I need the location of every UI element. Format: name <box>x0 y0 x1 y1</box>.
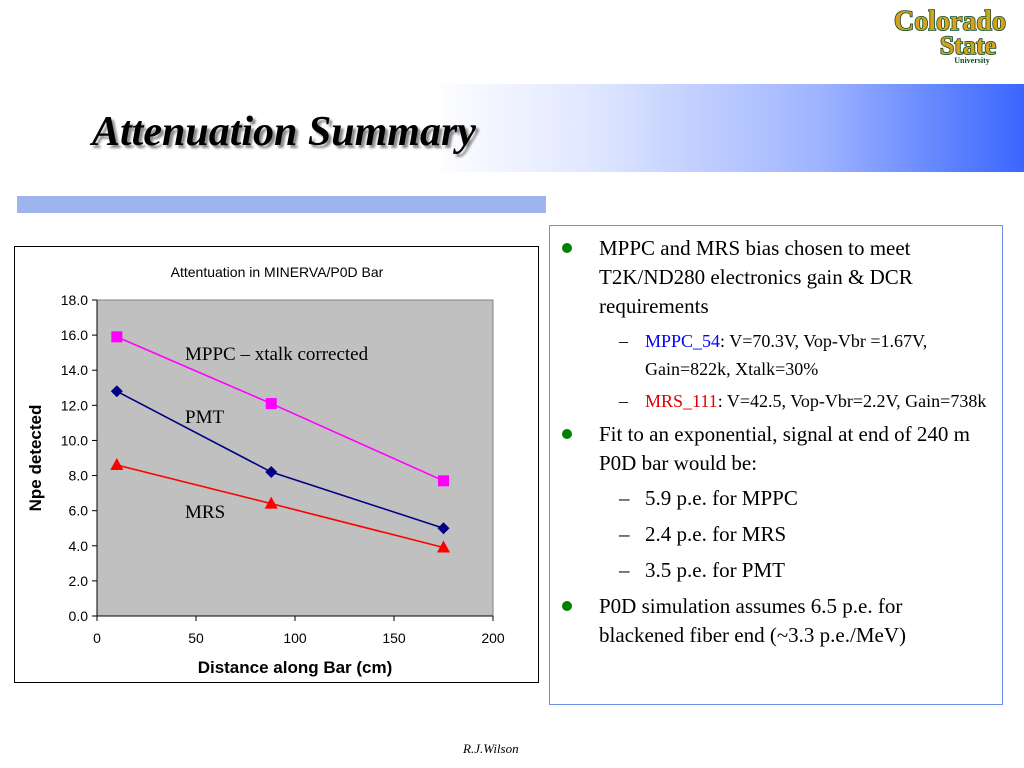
logo-line-state: State <box>940 31 996 60</box>
y-tick-label: 10.0 <box>61 432 88 448</box>
chart-panel: Attentuation in MINERVA/P0D Bar 0.0 2.0 4.0… <box>14 246 539 683</box>
bullet-item: Fit to an exponential, signal at end of … <box>550 420 990 585</box>
x-tick-label: 200 <box>481 630 505 646</box>
x-tick-label: 150 <box>382 630 406 646</box>
y-tick-label: 14.0 <box>61 362 88 378</box>
bullet-item: P0D simulation assumes 6.5 p.e. for blac… <box>550 592 990 650</box>
data-point-diamond <box>265 466 278 479</box>
y-tick-label: 12.0 <box>61 397 88 413</box>
data-point-diamond <box>110 385 123 398</box>
slide-footer: R.J.Wilson <box>463 741 519 756</box>
y-axis-title: Npe detected <box>26 405 45 512</box>
y-tick-label: 6.0 <box>69 503 89 519</box>
data-point-triangle <box>437 540 450 553</box>
data-point-triangle <box>264 496 278 509</box>
bullet-dot-icon <box>562 243 572 253</box>
sub-bullet-item: –3.5 p.e. for PMT <box>599 556 990 585</box>
y-tick-label: 4.0 <box>69 538 89 554</box>
sub-bullet-text: 2.4 p.e. for MRS <box>645 522 787 546</box>
sub-bullet-text: 5.9 p.e. for MPPC <box>645 486 798 510</box>
series-label: MRS <box>185 502 225 523</box>
series-label: MPPC – xtalk corrected <box>185 344 369 365</box>
sub-bullet-text: : V=70.3V, Vop-Vbr =1.67V, Gain=822k, Xt… <box>645 331 928 379</box>
slide-title: Attenuation Summary <box>92 109 476 155</box>
plot-area <box>96 299 494 617</box>
x-tick-label: 100 <box>283 630 307 646</box>
dash-marker: – <box>619 558 630 582</box>
dash-marker: – <box>619 391 628 411</box>
bullet-dot-icon <box>562 601 572 611</box>
device-tag: MPPC_54 <box>645 331 721 351</box>
sub-bullet-item: –5.9 p.e. for MPPC <box>599 484 990 513</box>
x-tick-label: 50 <box>188 630 204 646</box>
y-tick-label: 0.0 <box>69 608 89 624</box>
sub-bullet-list: –5.9 p.e. for MPPC –2.4 p.e. for MRS –3.5 … <box>599 484 990 585</box>
attenuation-chart: Attentuation in MINERVA/P0D Bar 0.0 2.0 4.0… <box>26 264 505 677</box>
bullet-item: MPPC and MRS bias chosen to meet T2K/ND2… <box>550 234 990 415</box>
sub-bullet-item: –2.4 p.e. for MRS <box>599 520 990 549</box>
bullet-text: MPPC and MRS bias chosen to meet T2K/ND2… <box>599 236 913 318</box>
x-tick-label: 0 <box>93 630 101 646</box>
dash-marker: – <box>619 331 628 351</box>
dash-marker: – <box>619 486 630 510</box>
title-band <box>0 84 1024 172</box>
bullet-text: Fit to an exponential, signal at end of … <box>599 422 970 475</box>
data-point-square <box>438 475 449 487</box>
bullet-dot-icon <box>562 429 572 439</box>
x-axis-title: Distance along Bar (cm) <box>198 658 393 677</box>
bullet-list: MPPC and MRS bias chosen to meet T2K/ND2… <box>550 234 990 655</box>
notes-panel: MPPC and MRS bias chosen to meet T2K/ND2… <box>549 225 1003 705</box>
sub-bullet-list: – MPPC_54: V=70.3V, Vop-Vbr =1.67V, Gain=… <box>599 327 990 415</box>
y-tick-label: 18.0 <box>61 292 88 308</box>
sub-bullet-text: : V=42.5, Vop-Vbr=2.2V, Gain=738k <box>717 391 987 411</box>
logo-line-university: University <box>954 56 990 65</box>
sub-bullet-item: – MRS_111: V=42.5, Vop-Vbr=2.2V, Gain=738… <box>599 387 990 415</box>
chart-title: Attentuation in MINERVA/P0D Bar <box>171 264 384 280</box>
device-tag: MRS_111 <box>645 391 718 411</box>
data-point-square <box>111 331 123 343</box>
y-tick-label: 8.0 <box>69 468 89 484</box>
y-tick-label: 16.0 <box>61 327 88 343</box>
data-point-diamond <box>437 522 450 535</box>
data-point-square <box>265 398 277 410</box>
bullet-text: P0D simulation assumes 6.5 p.e. for blac… <box>599 594 906 647</box>
data-point-triangle <box>110 458 124 471</box>
series-label: PMT <box>185 407 224 428</box>
sub-bullet-text: 3.5 p.e. for PMT <box>645 558 785 582</box>
title-underline-bar <box>17 196 546 213</box>
sub-bullet-item: – MPPC_54: V=70.3V, Vop-Vbr =1.67V, Gain=… <box>599 327 990 383</box>
logo-line-colorado: Colorado <box>894 6 1006 37</box>
y-tick-label: 2.0 <box>69 573 89 589</box>
dash-marker: – <box>619 522 630 546</box>
university-logo: Colorado State University <box>893 5 1007 65</box>
